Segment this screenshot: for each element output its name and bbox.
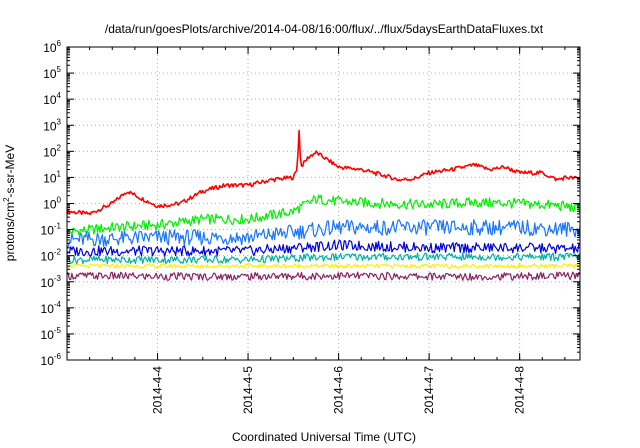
series-line xyxy=(66,239,581,257)
y-tick-label: 104 xyxy=(43,91,61,107)
chart-title: /data/run/goesPlots/archive/2014-04-08/1… xyxy=(105,22,544,36)
y-tick-label: 10-2 xyxy=(41,248,62,264)
y-tick-label: 102 xyxy=(43,143,61,159)
x-tick-label: 2014-4-7 xyxy=(422,366,436,414)
y-tick-label: 10-4 xyxy=(41,300,62,316)
series-line xyxy=(66,219,581,248)
y-tick-label: 103 xyxy=(43,117,61,133)
y-tick-label: 10-5 xyxy=(41,326,62,342)
y-tick-label: 10-3 xyxy=(41,274,62,290)
ticks: 10-6 10-5 10-4 10-3 10-2 10-1 100 101 102 103 104 1… xyxy=(41,39,580,414)
series-group xyxy=(66,129,581,281)
series-line xyxy=(66,271,581,281)
x-tick-label: 2014-4-8 xyxy=(513,366,527,414)
y-tick-label: 100 xyxy=(43,196,61,212)
series-line xyxy=(66,194,581,237)
x-tick-label: 2014-4-6 xyxy=(332,366,346,414)
y-tick-label: 101 xyxy=(43,169,61,185)
series-line xyxy=(66,129,581,216)
series-line xyxy=(66,263,581,269)
x-tick-label: 2014-4-4 xyxy=(151,366,165,414)
series-line xyxy=(66,252,581,265)
y-axis-label-group: protons/cm2-s-sr-MeV xyxy=(2,145,17,261)
y-tick-label: 10-1 xyxy=(41,222,62,238)
y-axis-label: protons/cm2-s-sr-MeV xyxy=(2,145,17,261)
y-tick-label: 105 xyxy=(43,65,61,81)
y-tick-label: 10-6 xyxy=(41,352,62,368)
x-tick-label: 2014-4-5 xyxy=(241,366,255,414)
y-tick-label: 106 xyxy=(43,39,61,55)
x-axis-label: Coordinated Universal Time (UTC) xyxy=(232,430,416,444)
